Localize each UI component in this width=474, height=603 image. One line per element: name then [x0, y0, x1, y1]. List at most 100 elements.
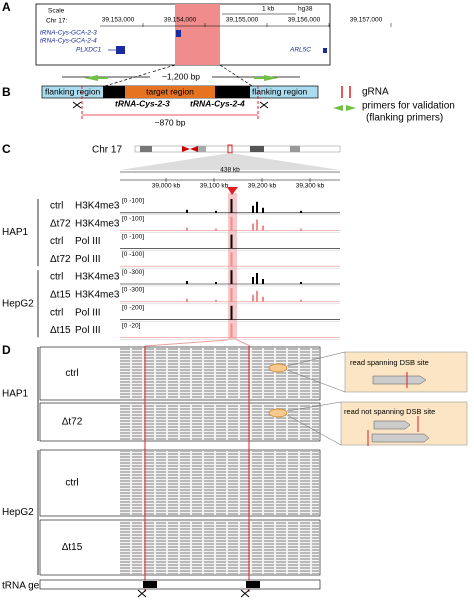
span-inner: ~870 bp — [155, 117, 186, 127]
peak — [215, 282, 217, 284]
gene-block — [176, 30, 181, 37]
group-label: HAP1 — [2, 389, 29, 400]
ideogram — [134, 145, 341, 153]
gene-2: tRNA-Cys-2-4 — [190, 98, 245, 108]
axis-label: 39,000 kb — [152, 183, 181, 190]
peak — [230, 199, 233, 213]
legend-grna: gRNA — [362, 87, 389, 98]
peak — [262, 279, 264, 284]
peak — [215, 228, 217, 231]
coord-label: 39,157,000 — [350, 17, 383, 24]
peak — [256, 201, 258, 213]
coord-label: 39,153,000 — [102, 17, 135, 24]
group-label: HAP1 — [2, 227, 29, 238]
scale: Scale — [48, 8, 65, 15]
highlight — [175, 4, 220, 65]
peak — [215, 299, 217, 302]
peak — [256, 219, 258, 231]
gene-label: ARL5C — [289, 47, 311, 54]
sample: Δt72 — [50, 218, 71, 229]
sample: Δt15 — [50, 290, 71, 301]
gene-label: tRNA-Cys-GCA-2-4 — [40, 38, 97, 45]
sample: ctrl — [50, 201, 63, 212]
range: [0 -100] — [122, 198, 144, 205]
peak — [300, 282, 302, 284]
callout: read not spanning DSB site — [344, 407, 435, 416]
range: [0 -100] — [122, 216, 144, 223]
peak — [186, 227, 188, 231]
mark: Pol III — [75, 236, 101, 247]
panel-label: B — [2, 85, 11, 99]
peak — [262, 296, 264, 302]
gene-block — [116, 46, 125, 54]
peak — [300, 228, 302, 231]
panel-label: D — [2, 343, 11, 357]
range: [0 -300] — [122, 269, 144, 276]
axis-label: 39,200 kb — [248, 183, 277, 190]
group-label: HepG2 — [2, 507, 34, 518]
coord-label: 39,154,000 — [164, 17, 197, 24]
mark: H3K4me3 — [75, 290, 120, 301]
sample: ctrl — [65, 368, 78, 379]
peak — [262, 207, 264, 213]
range: [0 -100] — [122, 233, 144, 240]
axis-label: 39,300 kb — [296, 183, 325, 190]
flank-right: flanking region — [252, 86, 308, 96]
mark: Pol III — [75, 307, 101, 318]
sample: ctrl — [50, 236, 63, 247]
range: [0 -100] — [122, 251, 144, 258]
reads — [120, 348, 319, 399]
sample: Δt15 — [62, 542, 83, 553]
span-outer: ~1,200 bp — [162, 71, 200, 81]
chrom: Chr 17: — [46, 18, 68, 25]
coord-label: 39,156,000 — [288, 17, 321, 24]
target: target region — [146, 86, 194, 96]
gene-label: tRNA-Cys-GCA-2-3 — [40, 30, 97, 37]
peak — [300, 299, 302, 302]
mark: H3K4me3 — [75, 201, 120, 212]
sample: Δt72 — [50, 254, 71, 265]
peak — [252, 223, 254, 231]
peak — [262, 225, 264, 231]
range: [0 -300] — [122, 287, 144, 294]
peak — [215, 210, 217, 213]
peak — [230, 252, 233, 267]
peak — [186, 209, 188, 213]
mark: Pol III — [75, 325, 101, 336]
reads — [120, 451, 319, 515]
peak — [230, 216, 233, 231]
reads — [120, 404, 319, 440]
width: 438 kb — [220, 167, 240, 174]
group-label: HepG2 — [2, 298, 34, 309]
chrom: Chr 17 — [92, 145, 122, 156]
peak — [186, 281, 188, 284]
sample: Δt72 — [62, 417, 83, 428]
peak — [230, 270, 233, 284]
gene-1: tRNA-Cys-2-3 — [115, 98, 170, 108]
mark: H3K4me3 — [75, 272, 120, 283]
peak — [252, 277, 254, 284]
assembly: hg38 — [298, 6, 313, 13]
peak — [230, 288, 233, 302]
sample: ctrl — [50, 307, 63, 318]
range: [0 -20] — [122, 322, 141, 329]
peak — [230, 323, 233, 338]
range: [0 -200] — [122, 305, 144, 312]
peak — [230, 234, 233, 249]
legend-primers: (flanking primers) — [366, 113, 443, 124]
peak — [300, 210, 302, 213]
reads — [120, 521, 319, 574]
peak — [256, 273, 258, 284]
panel-label: C — [2, 142, 11, 156]
sample: ctrl — [50, 272, 63, 283]
mark: H3K4me3 — [75, 218, 120, 229]
panel-label: A — [2, 0, 11, 14]
mark: Pol III — [75, 254, 101, 265]
legend-primers: primers for validation — [362, 101, 455, 112]
peak — [230, 305, 233, 320]
coord-label: 39,155,000 — [226, 17, 259, 24]
sample: ctrl — [65, 478, 78, 489]
peak — [186, 298, 188, 302]
peak — [256, 290, 258, 302]
